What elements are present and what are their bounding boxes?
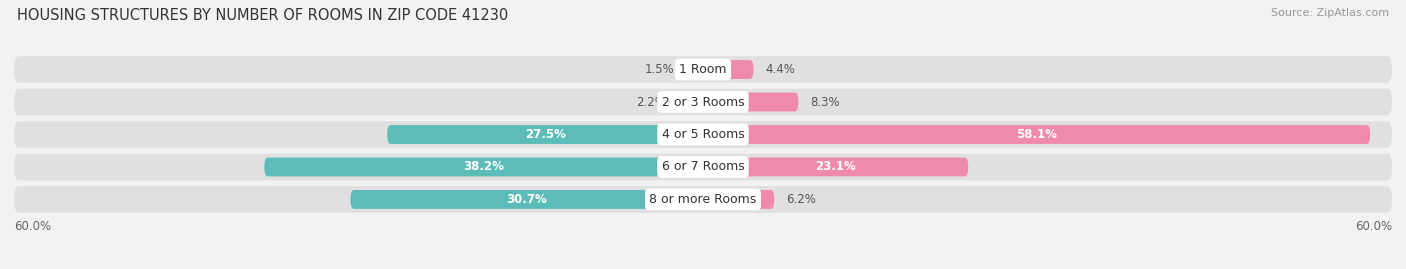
Text: 1 Room: 1 Room [679, 63, 727, 76]
FancyBboxPatch shape [686, 60, 703, 79]
Text: 38.2%: 38.2% [463, 161, 505, 174]
FancyBboxPatch shape [14, 56, 1392, 83]
Text: 60.0%: 60.0% [14, 220, 51, 233]
Text: 23.1%: 23.1% [815, 161, 856, 174]
Text: 4.4%: 4.4% [765, 63, 794, 76]
FancyBboxPatch shape [703, 60, 754, 79]
FancyBboxPatch shape [350, 190, 703, 209]
FancyBboxPatch shape [14, 89, 1392, 115]
Text: 8 or more Rooms: 8 or more Rooms [650, 193, 756, 206]
Text: 8.3%: 8.3% [810, 95, 839, 108]
Text: 6.2%: 6.2% [786, 193, 815, 206]
FancyBboxPatch shape [14, 121, 1392, 148]
FancyBboxPatch shape [14, 154, 1392, 180]
Text: 2 or 3 Rooms: 2 or 3 Rooms [662, 95, 744, 108]
Text: 1.5%: 1.5% [644, 63, 675, 76]
Text: 2.2%: 2.2% [637, 95, 666, 108]
Text: 6 or 7 Rooms: 6 or 7 Rooms [662, 161, 744, 174]
FancyBboxPatch shape [703, 158, 969, 176]
FancyBboxPatch shape [264, 158, 703, 176]
Text: 60.0%: 60.0% [1355, 220, 1392, 233]
Text: 27.5%: 27.5% [524, 128, 565, 141]
FancyBboxPatch shape [703, 93, 799, 111]
Text: 30.7%: 30.7% [506, 193, 547, 206]
FancyBboxPatch shape [14, 186, 1392, 213]
FancyBboxPatch shape [678, 93, 703, 111]
FancyBboxPatch shape [703, 190, 775, 209]
Text: Source: ZipAtlas.com: Source: ZipAtlas.com [1271, 8, 1389, 18]
Text: 58.1%: 58.1% [1017, 128, 1057, 141]
Text: HOUSING STRUCTURES BY NUMBER OF ROOMS IN ZIP CODE 41230: HOUSING STRUCTURES BY NUMBER OF ROOMS IN… [17, 8, 508, 23]
FancyBboxPatch shape [387, 125, 703, 144]
Text: 4 or 5 Rooms: 4 or 5 Rooms [662, 128, 744, 141]
FancyBboxPatch shape [703, 125, 1369, 144]
